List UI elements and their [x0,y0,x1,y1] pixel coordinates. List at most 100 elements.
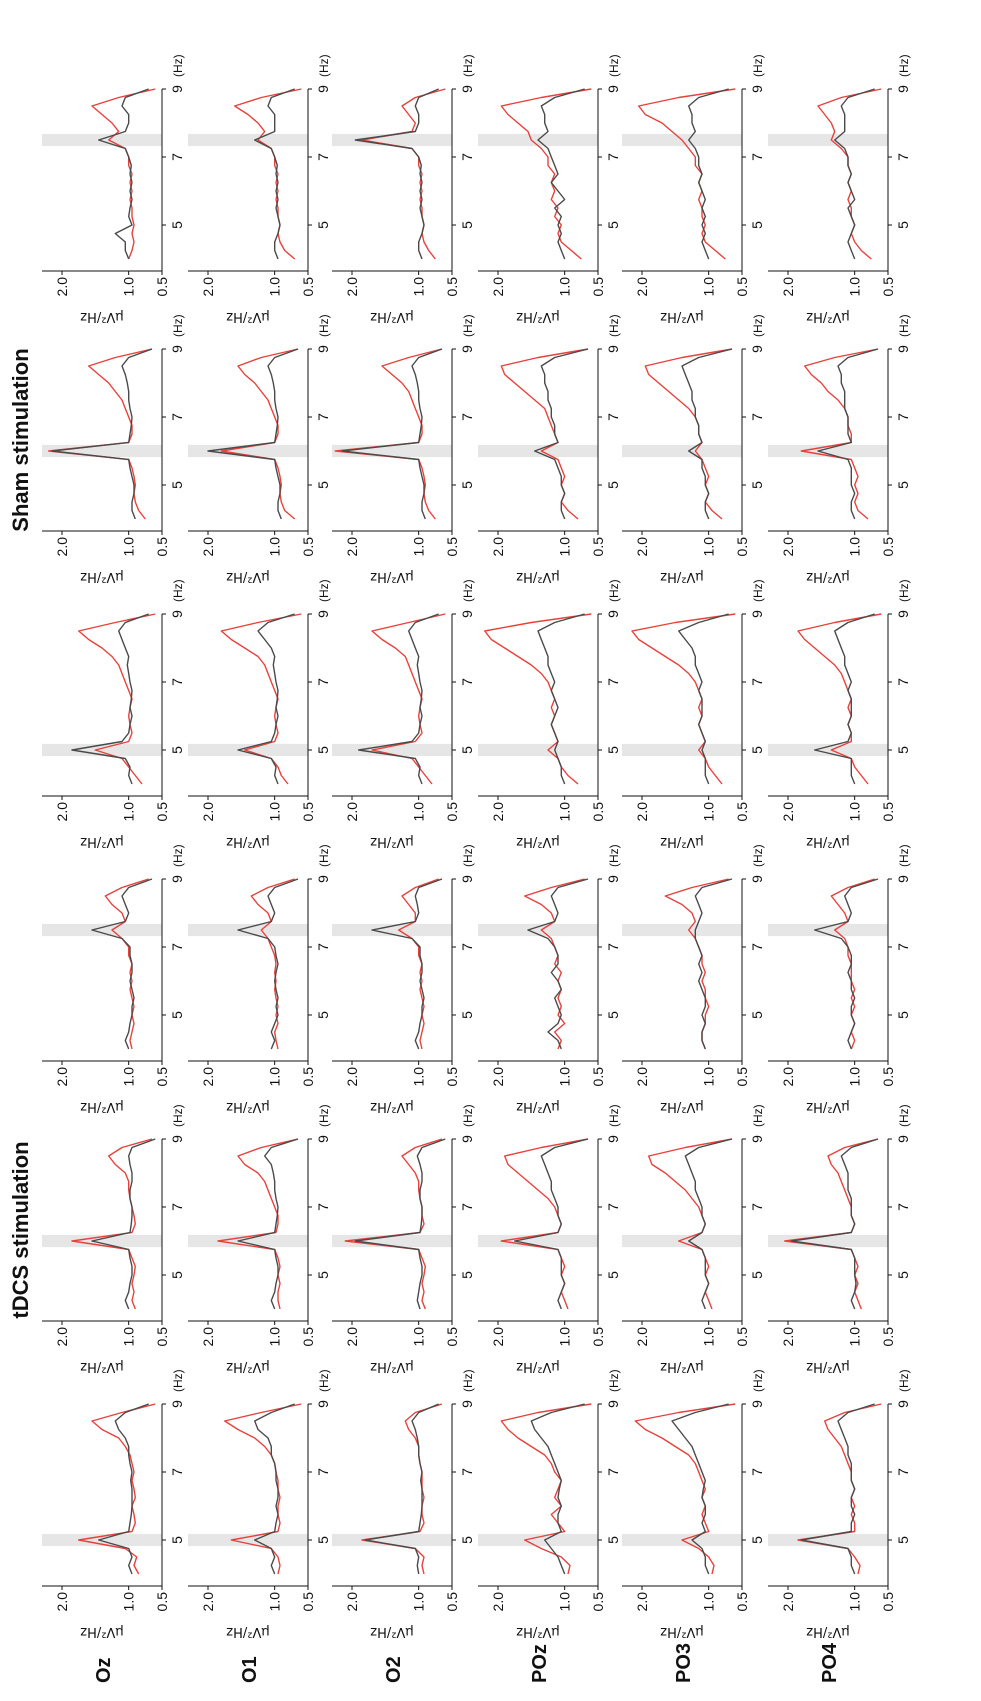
y-axis-label: µV²/Hz [80,1099,124,1114]
x-unit-label: (Hz) [171,579,185,602]
y-tick-label: 0.5 [734,802,750,822]
y-axis-label: µV²/Hz [516,569,560,584]
red-series-line [800,348,879,520]
spectrum-panel: 0.5 1.0 2.0 5 7 9 (Hz) µV²/Hz [478,1369,621,1639]
spectrum-panel: 0.5 1.0 2.0 5 7 9 (Hz) µV²/Hz [768,314,911,584]
y-tick-label: 1.0 [121,1067,137,1087]
y-tick-label: 0.5 [590,277,606,297]
channel-label: O2 [383,1656,405,1683]
dark-series-line [681,348,733,520]
dark-series-line [527,878,589,1050]
x-unit-label: (Hz) [461,1369,475,1392]
red-series-line [220,613,302,785]
x-unit-label: (Hz) [897,1369,911,1392]
y-tick-label: 1.0 [411,277,427,297]
stim-frequency-band [42,444,162,458]
x-tick-label: 9 [749,1135,765,1143]
x-unit-label: (Hz) [897,1104,911,1127]
y-tick-label: 2.0 [490,277,506,297]
spectrum-panel: 0.5 1.0 2.0 5 7 9 (Hz) µV²/Hz [332,844,475,1114]
y-axis-label: µV²/Hz [660,1359,704,1374]
x-tick-label: 7 [605,678,621,686]
spectrum-panel: 0.5 1.0 2.0 5 7 9 (Hz) µV²/Hz [622,54,765,324]
y-tick-label: 0.5 [734,1067,750,1087]
y-tick-label: 0.5 [444,802,460,822]
x-tick-label: 9 [749,345,765,353]
x-tick-label: 9 [895,345,911,353]
y-axis-label: µV²/Hz [806,309,850,324]
x-unit-label: (Hz) [317,1104,331,1127]
spectrum-panel: 0.5 1.0 2.0 5 7 9 (Hz) µV²/Hz [478,54,621,324]
x-tick-label: 7 [895,413,911,421]
y-tick-label: 0.5 [300,802,316,822]
dark-series-line [537,88,585,260]
y-axis-label: µV²/Hz [370,1099,414,1114]
y-axis-label: µV²/Hz [370,1624,414,1639]
stim-frequency-band [188,133,308,147]
stim-frequency-band [332,923,452,937]
condition-title: tDCS stimulation [8,1141,33,1318]
y-axis-label: µV²/Hz [370,834,414,849]
x-tick-label: 5 [605,1271,621,1279]
stim-frequency-band [188,444,308,458]
x-tick-label: 5 [749,746,765,754]
y-tick-label: 1.0 [557,277,573,297]
spectrum-panel: 0.5 1.0 2.0 5 7 9 (Hz) µV²/Hz [188,1104,331,1374]
y-tick-label: 2.0 [200,802,216,822]
x-unit-label: (Hz) [897,844,911,867]
rotated-figure: tDCS stimulation Sham stimulation Oz O1 O2 PO… [8,54,911,1683]
y-tick-label: 1.0 [847,1067,863,1087]
x-tick-label: 7 [315,1203,331,1211]
x-unit-label: (Hz) [317,1369,331,1392]
red-series-line [334,348,443,520]
x-tick-label: 9 [605,610,621,618]
dark-series-line [537,613,585,785]
spectrum-panel: 0.5 1.0 2.0 5 7 9 (Hz) µV²/Hz [188,54,331,324]
x-tick-label: 7 [459,1468,475,1476]
x-tick-label: 9 [315,610,331,618]
y-tick-label: 1.0 [557,1592,573,1612]
x-tick-label: 9 [605,875,621,883]
x-tick-label: 7 [895,1203,911,1211]
y-tick-label: 2.0 [780,1067,796,1087]
red-series-line [784,1138,879,1310]
y-tick-label: 1.0 [557,537,573,557]
dark-series-line [817,348,879,520]
y-axis-label: µV²/Hz [660,569,704,584]
x-tick-label: 9 [749,610,765,618]
spectrum-panel: 0.5 1.0 2.0 5 7 9 (Hz) µV²/Hz [478,844,621,1114]
y-tick-label: 2.0 [344,802,360,822]
x-unit-label: (Hz) [607,1369,621,1392]
x-unit-label: (Hz) [317,54,331,77]
x-unit-label: (Hz) [897,54,911,77]
dark-series-line [678,613,729,785]
y-tick-label: 1.0 [701,537,717,557]
x-tick-label: 9 [749,875,765,883]
y-tick-label: 2.0 [634,537,650,557]
x-tick-label: 5 [459,1271,475,1279]
dark-series-line [51,348,153,520]
x-tick-label: 7 [315,678,331,686]
y-tick-label: 2.0 [490,1067,506,1087]
x-tick-label: 5 [605,1536,621,1544]
dark-series-line [354,88,439,260]
x-tick-label: 5 [459,1011,475,1019]
y-tick-label: 0.5 [444,277,460,297]
y-tick-label: 2.0 [344,537,360,557]
x-unit-label: (Hz) [607,314,621,337]
y-axis-label: µV²/Hz [516,1359,560,1374]
dark-series-line [814,613,875,785]
x-tick-label: 9 [169,610,185,618]
red-series-line [664,878,729,1050]
red-series-line [638,88,736,260]
dark-series-line [91,1138,156,1310]
dark-series-line [790,1138,879,1310]
y-tick-label: 0.5 [734,1327,750,1347]
stim-frequency-band [478,743,598,757]
red-series-line [77,1403,156,1575]
stim-frequency-band [42,743,162,757]
y-tick-label: 2.0 [200,277,216,297]
red-series-line [484,613,592,785]
spectrum-panel: 0.5 1.0 2.0 5 7 9 (Hz) µV²/Hz [768,1104,911,1374]
y-tick-label: 1.0 [847,1592,863,1612]
